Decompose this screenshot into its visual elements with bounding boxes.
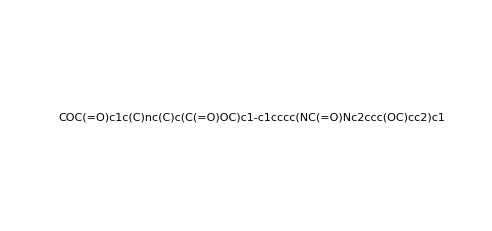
Text: COC(=O)c1c(C)nc(C)c(C(=O)OC)c1-c1cccc(NC(=O)Nc2ccc(OC)cc2)c1: COC(=O)c1c(C)nc(C)c(C(=O)OC)c1-c1cccc(NC… <box>59 112 446 122</box>
